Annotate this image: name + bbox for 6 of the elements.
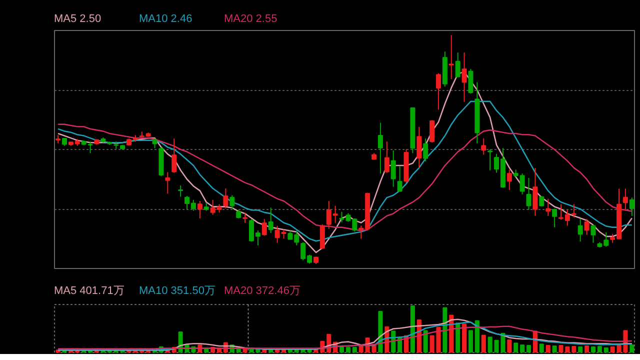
text: MA10 2.46 <box>139 13 194 25</box>
text: MA20 372.46万 <box>224 285 302 297</box>
text: MA5 2.50 <box>54 13 102 25</box>
text: MA5 401.71万 <box>54 285 126 297</box>
text: MA10 351.50万 <box>139 285 216 297</box>
text: MA20 2.55 <box>224 13 278 25</box>
